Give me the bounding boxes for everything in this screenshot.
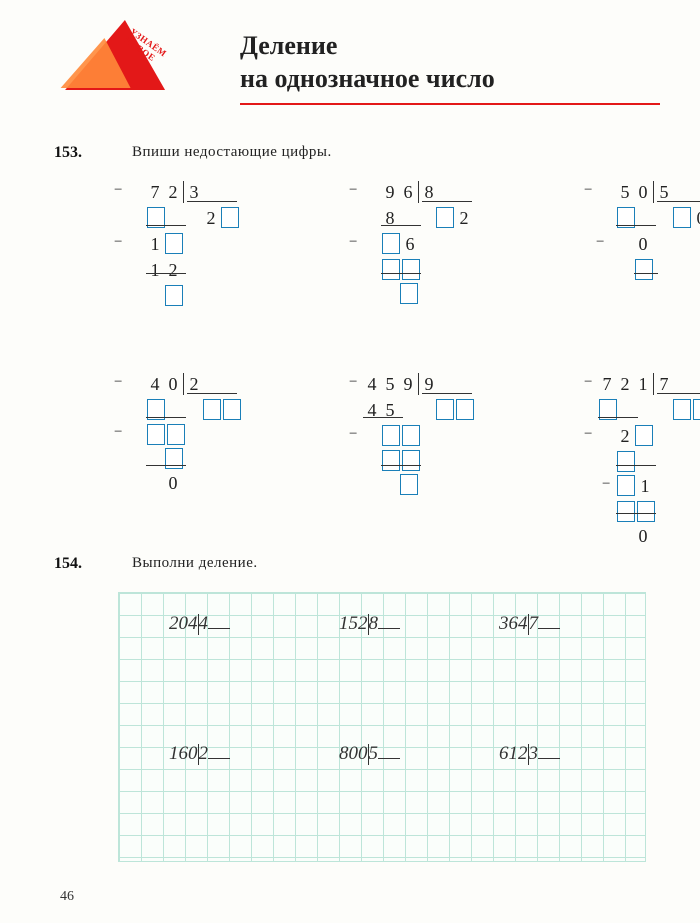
exercise-154-instruction: Выполни деление. [132,555,258,572]
problem-4: −402 − 0 [128,370,283,548]
blank-cell[interactable] [400,474,418,495]
problem-3: −505 0 −0 [598,178,700,306]
problem-6: −7217 0 −2 −1 0 [598,370,700,548]
blank-cell[interactable] [635,259,653,280]
blank-cell[interactable] [165,285,183,306]
problem-204-4: 2044 [169,613,230,635]
title-underline [240,103,660,105]
blank-cell[interactable] [436,207,454,228]
exercise-153-number: 153. [54,144,82,162]
blank-cell[interactable] [147,424,165,445]
page-number: 46 [60,889,74,905]
problem-612-3: 6123 [499,743,560,765]
header-triangle-decor: УЗНАЁМ НОВОЕ [60,20,190,110]
problem-1: −723 2 −1 12 [128,178,283,306]
problems-row-1: −723 2 −1 12 −968 82 −6 −505 0 −0 [128,178,700,306]
page-title: Деление на однозначное число [240,30,660,95]
blank-cell[interactable] [693,399,700,420]
blank-cell[interactable] [221,207,239,228]
title-line-2: на однозначное число [240,64,495,93]
blank-cell[interactable] [673,207,691,228]
work-grid[interactable]: 2044 1528 3647 1602 8005 6123 [118,592,646,862]
blank-cell[interactable] [617,475,635,496]
ex-number: 153. [54,144,82,161]
blank-cell[interactable] [382,233,400,254]
blank-cell[interactable] [382,450,400,471]
blank-cell[interactable] [382,259,400,280]
blank-cell[interactable] [635,425,653,446]
blank-cell[interactable] [456,399,474,420]
exercise-153-instruction: Впиши недостающие цифры. [132,144,332,161]
blank-cell[interactable] [167,424,185,445]
blank-cell[interactable] [165,233,183,254]
blank-cell[interactable] [382,425,400,446]
blank-cell[interactable] [673,399,691,420]
problems-row-2: −402 − 0 −4599 45 − −7217 0 −2 −1 0 [128,370,700,548]
blank-cell[interactable] [400,283,418,304]
ex-number: 154. [54,555,82,572]
blank-cell[interactable] [203,399,221,420]
exercise-154-number: 154. [54,555,82,573]
title-line-1: Деление [240,31,337,60]
blank-cell[interactable] [436,399,454,420]
problem-2: −968 82 −6 [363,178,518,306]
problem-152-8: 1528 [339,613,400,635]
problem-5: −4599 45 − [363,370,518,548]
blank-cell[interactable] [617,501,635,522]
blank-cell[interactable] [402,450,420,471]
blank-cell[interactable] [637,501,655,522]
blank-cell[interactable] [223,399,241,420]
page-title-block: Деление на однозначное число [240,30,660,105]
blank-cell[interactable] [617,451,635,472]
blank-cell[interactable] [402,425,420,446]
problem-800-5: 8005 [339,743,400,765]
problem-160-2: 1602 [169,743,230,765]
blank-cell[interactable] [402,259,420,280]
problem-364-7: 3647 [499,613,560,635]
